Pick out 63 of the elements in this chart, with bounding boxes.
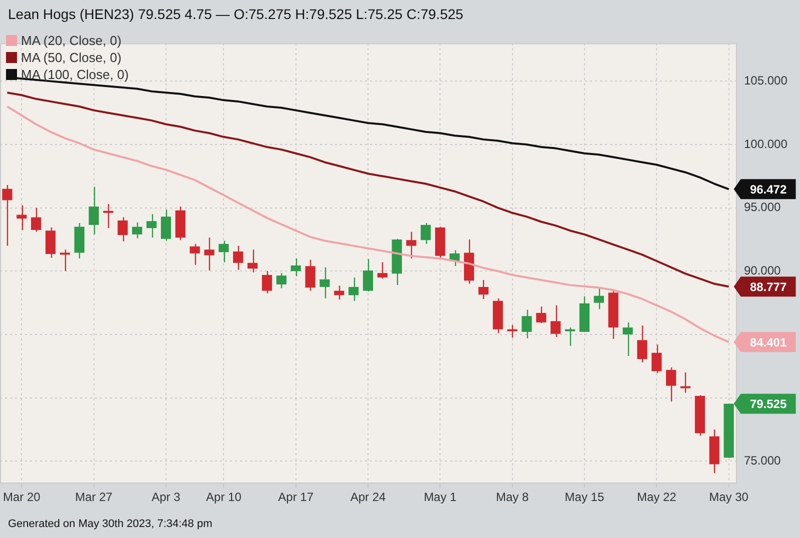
candlestick [594, 286, 604, 310]
x-tick-label: May 8 [496, 490, 529, 504]
candlestick [233, 245, 244, 270]
candlestick [420, 222, 431, 245]
y-tick-label: 90.000 [744, 263, 782, 278]
candlestick [190, 243, 200, 266]
candlestick [507, 324, 518, 338]
y-tick-label: 95.000 [744, 200, 782, 214]
y-tick-label: 75.000 [744, 453, 782, 468]
candlestick [550, 304, 561, 338]
candlestick [320, 266, 330, 299]
candlestick [564, 326, 576, 346]
candlestick [478, 279, 488, 300]
x-tick-label: Mar 27 [75, 490, 113, 504]
candlestick [377, 262, 388, 280]
candlestick [45, 226, 56, 258]
candlestick [146, 214, 157, 238]
data-label: 88.777 [750, 280, 787, 294]
candlestick [666, 366, 676, 402]
candlestick [31, 207, 42, 232]
x-tick-label: May 15 [564, 490, 604, 504]
candlestick [118, 216, 128, 242]
candlestick [622, 322, 633, 357]
candlestick [305, 259, 316, 292]
candlestick [103, 203, 114, 229]
legend-label: MA (20, Close, 0) [21, 32, 122, 49]
candlestick [248, 249, 258, 273]
x-tick-label: Apr 10 [206, 490, 242, 504]
candlestick [652, 344, 662, 374]
x-tick-label: Apr 3 [152, 490, 181, 504]
candlestick [522, 309, 532, 339]
x-tick-label: Apr 17 [278, 490, 314, 504]
candlestick [348, 276, 359, 302]
data-label: 96.472 [750, 182, 787, 196]
data-label: 84.401 [750, 335, 787, 350]
candlestick [88, 186, 99, 236]
candlestick [2, 184, 12, 246]
x-tick-label: May 1 [424, 490, 457, 504]
legend-label: MA (50, Close, 0) [21, 49, 122, 66]
candlestick [406, 231, 416, 260]
y-tick-label: 105.000 [744, 74, 788, 88]
candlestick [204, 236, 214, 272]
y-tick-label: 100.000 [744, 136, 788, 151]
x-tick-label: May 30 [709, 490, 749, 504]
legend-label: MA (100, Close, 0) [21, 66, 129, 83]
candlestick [218, 240, 229, 263]
candlestick [637, 324, 648, 363]
candlestick [16, 204, 27, 231]
x-tick-label: Apr 24 [350, 490, 386, 504]
chart-title: Lean Hogs (HEN23) 79.525 4.75 — O:75.275 H:79.525 L:75.25 C:79.525 [7, 5, 464, 24]
candlestick [362, 258, 374, 292]
candlestick [60, 249, 70, 272]
text: Generated on May 30th 2023, 7:34:48 pm [7, 517, 214, 530]
candlestick [290, 258, 301, 277]
candlestick [536, 306, 546, 324]
candlestick [680, 372, 691, 394]
x-tick-label: May 22 [636, 490, 677, 504]
candlestick [160, 209, 172, 242]
candlestick [262, 270, 272, 294]
candlestick [276, 272, 286, 289]
candlestick [132, 222, 142, 239]
text: 79.525 [750, 397, 787, 412]
x-tick-label: Mar 20 [2, 490, 41, 504]
